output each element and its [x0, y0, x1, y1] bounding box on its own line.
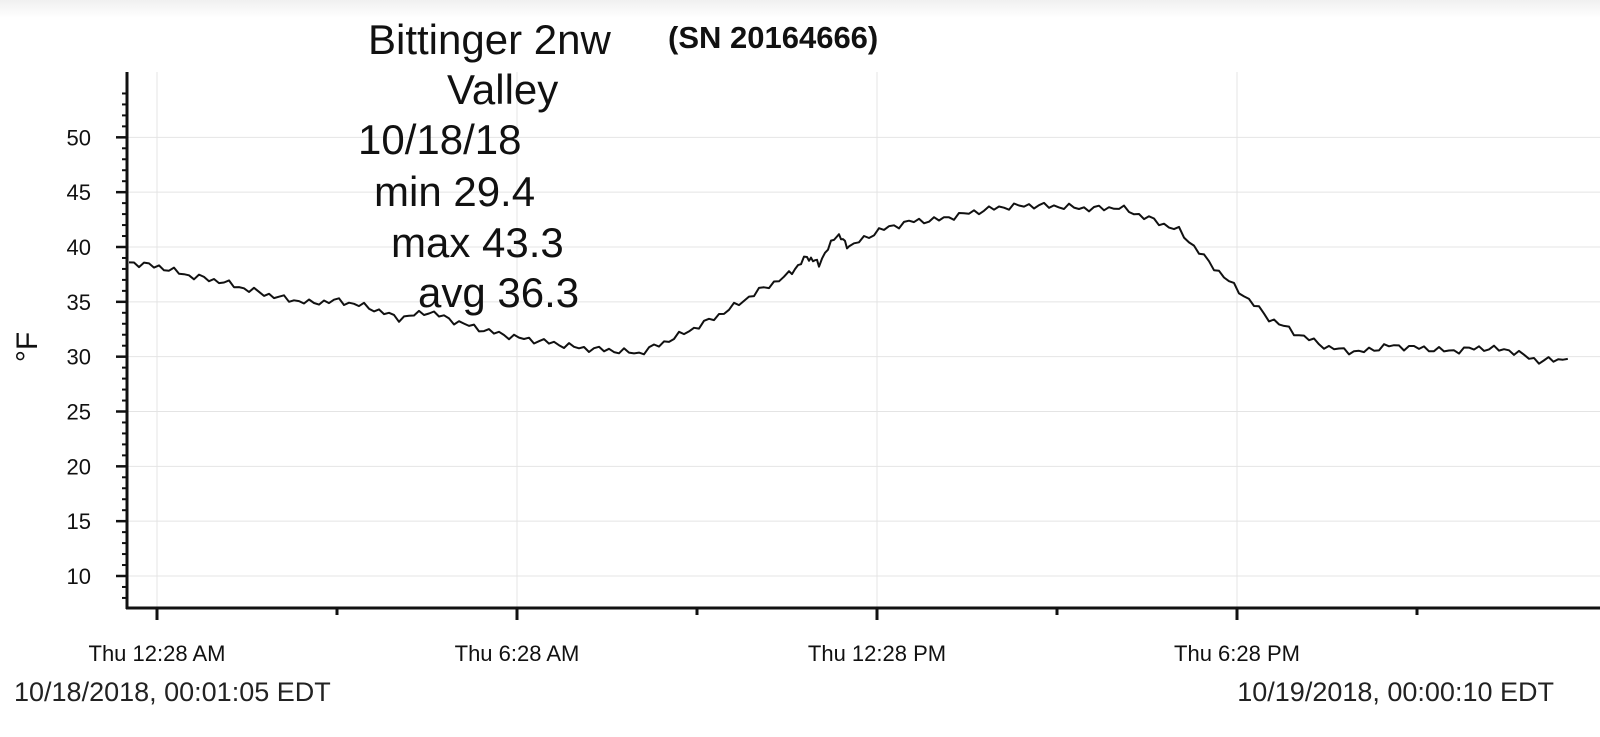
temperature-series-line	[128, 201, 1568, 365]
y-tick-label: 20	[67, 454, 91, 479]
stat-date: 10/18/18	[358, 116, 522, 163]
top-shade	[0, 0, 1600, 18]
chart-title: Bittinger 2nw	[368, 16, 611, 63]
y-tick-label: 35	[67, 290, 91, 315]
y-tick-label: 25	[67, 400, 91, 425]
y-tick-label: 45	[67, 180, 91, 205]
y-tick-label: 10	[67, 564, 91, 589]
y-tick-label: 50	[67, 125, 91, 150]
serial-number: (SN 20164666)	[668, 20, 879, 55]
stat-label: Valley	[447, 66, 559, 113]
x-tick-label: Thu 6:28 PM	[1174, 641, 1300, 666]
stat-avg: avg 36.3	[418, 269, 580, 316]
y-tick-label: 40	[67, 235, 91, 260]
x-tick-label: Thu 12:28 PM	[808, 641, 946, 666]
y-tick-label: 30	[67, 345, 91, 370]
footer-end-time: 10/19/2018, 00:00:10 EDT	[1237, 677, 1554, 707]
y-axis-label: °F	[11, 331, 44, 363]
y-tick-label: 15	[67, 509, 91, 534]
stat-min: min 29.4	[374, 168, 536, 215]
stat-max: max 43.3	[391, 219, 564, 266]
x-tick-label: Thu 6:28 AM	[455, 641, 580, 666]
x-tick-label: Thu 12:28 AM	[89, 641, 226, 666]
footer-start-time: 10/18/2018, 00:01:05 EDT	[14, 677, 331, 707]
